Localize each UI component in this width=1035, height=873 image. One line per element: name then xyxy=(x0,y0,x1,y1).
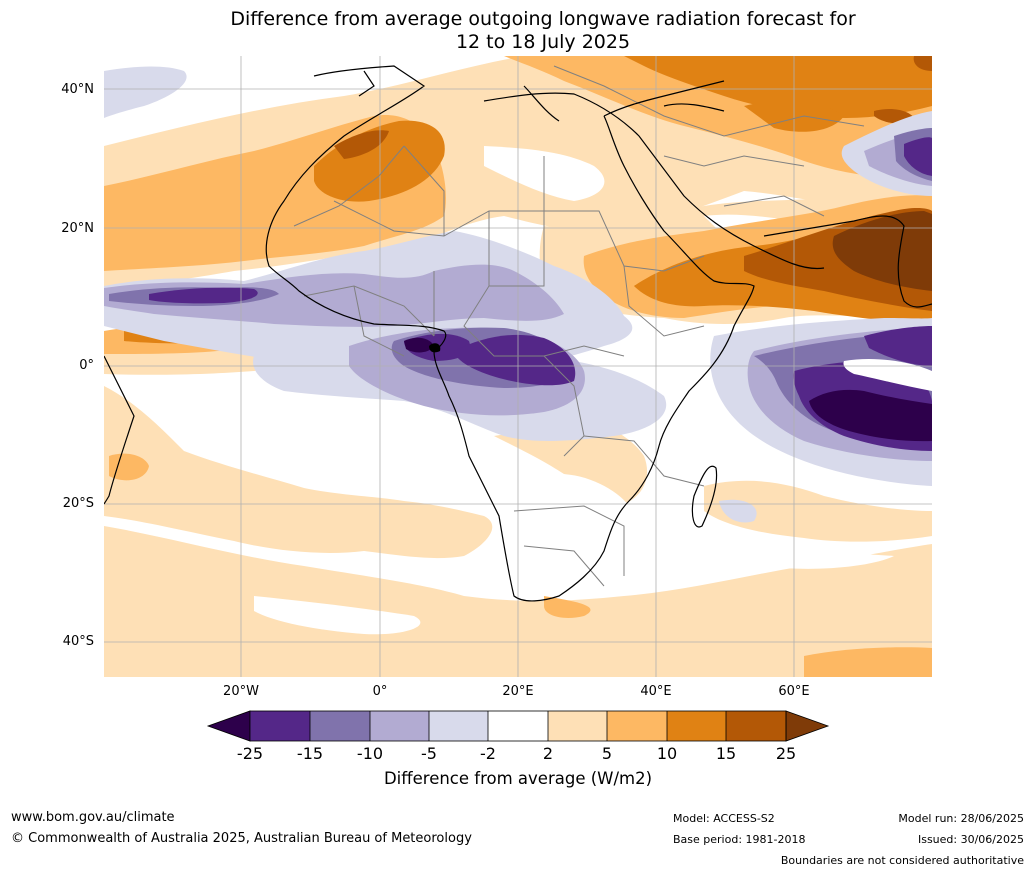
title-line-1: Difference from average outgoing longwav… xyxy=(230,8,856,30)
colorbar-bin xyxy=(607,711,667,741)
colorbar-bin xyxy=(429,711,488,741)
colorbar-title: Difference from average (W/m2) xyxy=(383,769,653,788)
colorbar xyxy=(206,710,830,742)
colorbar-bin xyxy=(667,711,726,741)
lat-label-40n: 40°N xyxy=(61,82,94,97)
issued-text: Issued: 30/06/2025 xyxy=(917,833,1024,846)
title-line-2: 12 to 18 July 2025 xyxy=(455,31,631,53)
copyright-text: © Commonwealth of Australia 2025, Austra… xyxy=(11,831,472,846)
colorbar-tick: -2 xyxy=(480,744,496,763)
colorbar-bin xyxy=(250,711,310,741)
colorbar-tick: -25 xyxy=(236,744,264,763)
colorbar-bin xyxy=(488,711,548,741)
lat-label-20s: 20°S xyxy=(62,496,94,511)
country-borders xyxy=(293,65,865,587)
colorbar-extend-high xyxy=(785,710,830,742)
lat-label-0: 0° xyxy=(79,358,94,373)
lon-label-20w: 20°W xyxy=(223,684,259,699)
colorbar-tick: 5 xyxy=(601,744,613,763)
graticule xyxy=(104,56,932,677)
lon-label-0: 0° xyxy=(372,684,388,699)
colorbar-extend-low xyxy=(206,710,251,742)
colorbar-tick: 10 xyxy=(656,744,678,763)
colorbar-tick: -5 xyxy=(421,744,437,763)
disclaimer-text: Boundaries are not considered authoritat… xyxy=(780,854,1024,867)
map-title: Difference from average outgoing longwav… xyxy=(0,8,1035,54)
colorbar-tick: 15 xyxy=(715,744,737,763)
anomaly-gt25-regions xyxy=(832,211,932,291)
colorbar-tick: 2 xyxy=(542,744,554,763)
colorbar-tick: -15 xyxy=(296,744,324,763)
colorbar-bin xyxy=(726,711,786,741)
lon-label-40e: 40°E xyxy=(640,684,672,699)
model-text: Model: ACCESS-S2 xyxy=(673,812,775,825)
colorbar-tick: -10 xyxy=(356,744,384,763)
model-run-text: Model run: 28/06/2025 xyxy=(898,812,1024,825)
base-period-text: Base period: 1981-2018 xyxy=(673,833,806,846)
colorbar-bin xyxy=(548,711,607,741)
lat-label-20n: 20°N xyxy=(61,221,94,236)
map-panel xyxy=(104,56,932,677)
lat-label-40s: 40°S xyxy=(62,634,94,649)
lon-label-20e: 20°E xyxy=(502,684,534,699)
colorbar-bin xyxy=(310,711,370,741)
olr-anomaly-map xyxy=(104,56,932,677)
colorbar-bin xyxy=(370,711,429,741)
website-link[interactable]: www.bom.gov.au/climate xyxy=(11,810,175,825)
colorbar-tick: 25 xyxy=(775,744,797,763)
coastlines xyxy=(104,65,932,602)
lon-label-60e: 60°E xyxy=(778,684,810,699)
anomaly-lt-neg25-regions xyxy=(404,337,932,442)
